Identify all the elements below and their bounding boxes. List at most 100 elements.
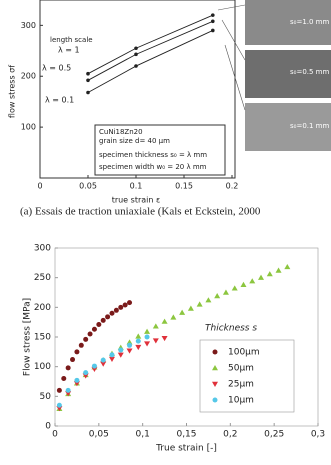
marker	[105, 314, 111, 320]
marker	[100, 361, 107, 367]
y-tick-label: 50	[40, 392, 52, 402]
marker	[284, 263, 291, 270]
series-label: λ = 1	[58, 46, 80, 55]
marker	[108, 356, 115, 362]
y-axis-label: Flow stress [MPa]	[23, 298, 33, 376]
annotation: length scale	[50, 36, 93, 44]
legend-label: 25µm	[228, 380, 254, 390]
marker	[144, 341, 151, 347]
series-label: λ = 0.1	[45, 96, 74, 105]
x-tick-label: 0.1	[130, 182, 143, 191]
x-tick-label: 0,3	[311, 430, 325, 440]
marker	[118, 347, 124, 353]
series-line	[87, 30, 213, 93]
legend-label: 100µm	[228, 348, 260, 358]
image-label: s₀=0.1 mm	[290, 122, 329, 130]
marker	[161, 318, 168, 324]
x-tick-label: 0	[52, 430, 58, 440]
x-axis-label: True strain [-]	[155, 444, 217, 454]
marker	[117, 352, 124, 358]
marker	[126, 348, 133, 354]
top-plot-frame	[39, 0, 236, 179]
legend-label: 50µm	[228, 364, 254, 374]
x-tick-label: 0,2	[223, 430, 237, 440]
marker	[109, 352, 115, 358]
legend-label: 10µm	[228, 396, 254, 406]
marker	[61, 376, 67, 382]
series-line	[87, 20, 213, 81]
marker	[127, 342, 133, 348]
marker	[100, 357, 106, 363]
marker	[258, 274, 265, 280]
marker	[91, 363, 97, 369]
marker	[127, 300, 133, 306]
x-tick-label: 0	[37, 182, 42, 191]
marker	[122, 302, 128, 308]
marker	[70, 357, 76, 363]
annotation: specimen width w₀ = 20 λ mm	[99, 163, 207, 171]
marker	[65, 391, 72, 397]
marker	[231, 285, 238, 291]
y-tick-label: 0	[45, 422, 51, 432]
marker	[83, 336, 89, 342]
x-tick-label: 0,05	[89, 430, 109, 440]
x-tick-label: 0,15	[176, 430, 196, 440]
y-tick-label: 100	[21, 123, 36, 132]
y-tick-label: 200	[34, 303, 51, 313]
marker	[65, 387, 71, 393]
data-point	[211, 28, 215, 33]
marker	[275, 267, 282, 273]
legend-marker	[212, 381, 218, 387]
y-tick-label: 300	[34, 244, 51, 254]
marker	[144, 334, 150, 340]
connector	[221, 19, 246, 61]
marker	[179, 309, 186, 315]
marker	[65, 365, 71, 371]
marker	[249, 278, 256, 284]
micrograph	[245, 50, 331, 98]
marker	[74, 349, 80, 355]
marker	[196, 301, 203, 307]
caption: (a) Essais de traction uniaxiale (Kals e…	[20, 206, 261, 218]
micrograph	[245, 0, 331, 45]
marker	[135, 338, 141, 344]
marker	[91, 366, 98, 373]
marker	[240, 281, 247, 287]
data-point	[134, 52, 138, 57]
legend-marker	[212, 397, 218, 403]
marker	[82, 373, 89, 379]
legend-marker	[212, 365, 218, 371]
marker	[152, 338, 159, 344]
marker	[83, 370, 89, 376]
marker	[91, 326, 97, 332]
marker	[187, 305, 194, 311]
data-point	[134, 64, 138, 68]
x-tick-label: 0.05	[79, 182, 97, 191]
marker	[222, 289, 229, 295]
marker	[78, 342, 84, 348]
x-tick-label: 0.2	[226, 182, 239, 191]
marker	[118, 304, 124, 310]
y-tick-label: 150	[34, 333, 51, 343]
marker	[161, 335, 168, 342]
micrograph	[245, 103, 331, 151]
marker	[87, 331, 93, 337]
x-tick-label: 0.15	[175, 182, 193, 191]
series-line	[87, 14, 213, 75]
y-tick-label: 250	[34, 273, 51, 283]
marker	[126, 339, 133, 345]
marker	[205, 297, 212, 303]
x-tick-label: 0,25	[264, 430, 284, 440]
annotation: CuNi18Zn20	[99, 128, 143, 136]
marker	[56, 402, 62, 408]
y-tick-label: 100	[34, 362, 51, 372]
marker	[73, 381, 80, 387]
y-tick-label: 200	[21, 72, 36, 81]
series-label: λ = 0.5	[42, 64, 71, 73]
annotation: grain size d= 40 µm	[99, 137, 170, 145]
marker	[214, 293, 221, 299]
data-point	[86, 71, 90, 76]
marker	[56, 406, 63, 412]
